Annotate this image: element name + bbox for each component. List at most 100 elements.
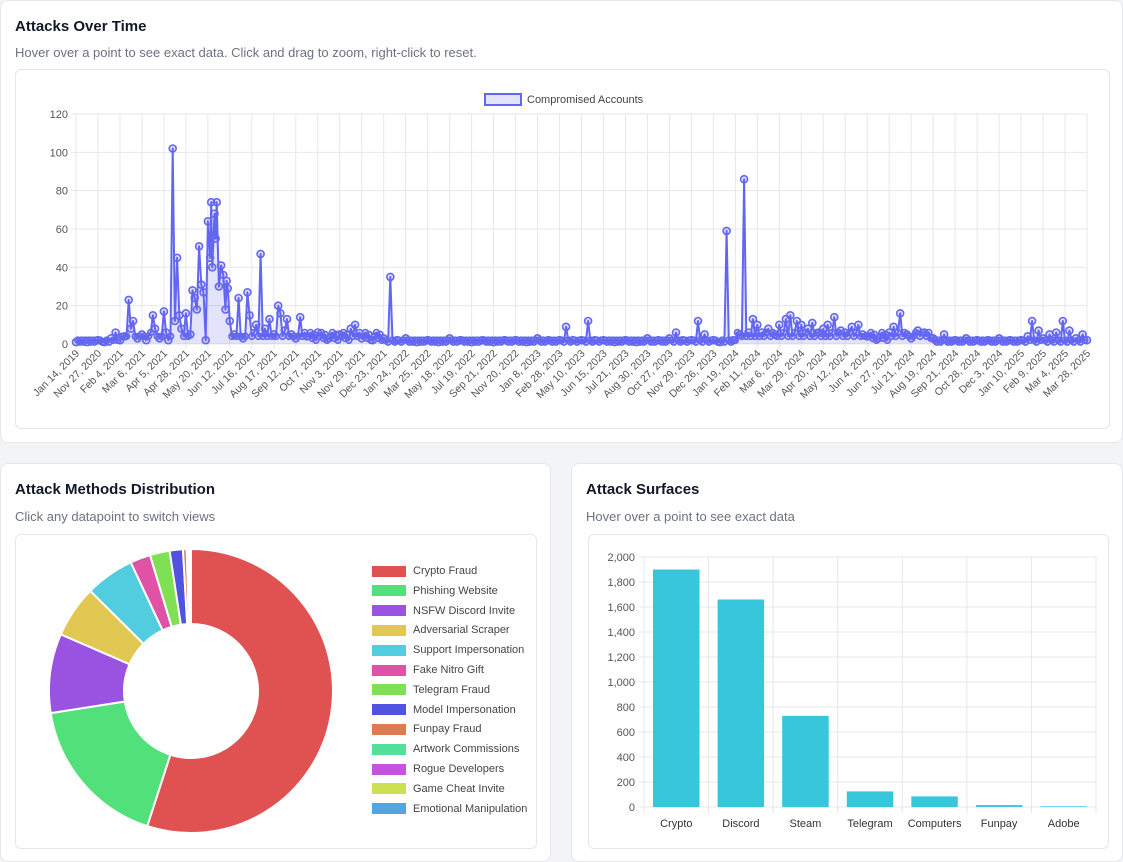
legend-item[interactable]: Artwork Commissions [372,743,519,755]
legend-label: Support Impersonation [413,644,525,657]
data-point [241,332,249,341]
data-point [197,280,206,289]
y-tick-label: 20 [56,301,68,313]
y-tick-label: 1,800 [607,577,635,589]
data-point [1082,335,1092,345]
data-point [222,276,231,286]
data-point [500,335,509,345]
data-point [972,335,982,345]
legend-swatch [372,664,406,676]
legend-swatch [484,93,522,106]
x-tick-label: Telegram [847,818,892,830]
legend-swatch [372,605,406,617]
data-point [731,336,740,345]
line-chart-container[interactable]: 0 20 40 60 80 100 120 Jan 14, 2019 Nov 27, 2020 F… [15,69,1110,429]
legend-item[interactable]: Fake Nitro Gift [372,664,484,676]
data-point [177,324,186,334]
y-tick-label: 2,000 [607,552,635,564]
x-tick-label: Discord [722,818,759,830]
attack-methods-subtitle: Click any datapoint to switch views [15,509,216,524]
y-tick-label: 1,400 [607,627,635,639]
attacks-over-time-card: Attacks Over Time Hover over a point to … [0,0,1123,443]
data-point [561,322,571,332]
data-point [895,309,905,318]
legend-label: Fake Nitro Gift [413,664,484,676]
y-tick-label: 200 [617,777,635,789]
x-tick-label: Crypto [660,818,692,830]
legend-label: Game Cheat Invite [413,782,505,795]
data-point [722,226,731,236]
bar-adobe[interactable] [1040,806,1088,808]
doughnut-chart-container[interactable]: Crypto Fraud Phishing Website NSFW Discord… [15,534,537,849]
slice-crypto-fraud[interactable] [145,547,334,834]
data-point [124,295,133,305]
data-point [172,253,182,263]
data-point [272,332,280,341]
bar-funpay[interactable] [975,805,1023,807]
data-point [225,316,235,326]
data-point [190,293,199,303]
data-point [1058,316,1068,326]
bar-chart[interactable]: 0 200 400 600 800 1,000 1,200 1,400 1,600 1,800 2,… [589,535,1110,850]
legend-item[interactable]: Game Cheat Invite [372,783,505,795]
slice-emotional-manipulation[interactable] [189,547,192,626]
data-point [280,326,290,335]
data-point [739,174,749,184]
x-tick-label: Steam [790,818,822,830]
legend-item[interactable]: Crypto Fraud [372,565,477,577]
legend-item[interactable]: Phishing Website [372,585,498,597]
data-point [148,311,158,320]
bar-discord[interactable] [717,599,765,808]
y-tick-label: 600 [617,727,635,739]
y-tick-label: 40 [56,262,68,274]
legend-swatch [372,763,406,775]
data-point [774,320,784,330]
data-point [748,314,758,324]
legend-item[interactable]: Funpay Fraud [372,723,481,735]
legend-label: Adversarial Scraper [413,624,510,637]
data-point [1051,328,1061,337]
data-point [752,320,762,330]
data-point [273,301,283,310]
doughnut-chart[interactable] [16,535,356,850]
legend-item[interactable]: Rogue Developers [372,763,504,775]
data-point [823,320,833,330]
bar-steam[interactable] [782,715,829,808]
bar-chart-container[interactable]: 0 200 400 600 800 1,000 1,200 1,400 1,600 1,800 2,… [588,534,1109,849]
data-point [188,286,197,295]
data-point [192,305,202,314]
data-point [807,318,817,328]
bar-crypto[interactable] [653,569,700,808]
data-point [194,242,204,251]
data-point [181,309,191,318]
attack-surfaces-title: Attack Surfaces [586,481,700,498]
attack-methods-card: Attack Methods Distribution Click any da… [0,463,551,862]
legend-item[interactable]: Emotional Manipulation [372,803,527,815]
data-point [260,324,270,334]
data-point [796,320,806,330]
x-tick-label: Computers [908,818,962,830]
legend-swatch [372,644,406,656]
y-tick-label: 1,000 [607,677,635,689]
legend-item[interactable]: Telegram Fraud [372,684,490,696]
data-point [205,253,215,263]
data-point [511,335,520,345]
legend-item[interactable]: NSFW Discord Invite [372,605,515,617]
slice-phishing-website[interactable] [49,700,172,828]
y-tick-label: 100 [50,147,68,159]
y-tick-label: 400 [617,752,635,764]
bar-computers[interactable] [911,796,958,807]
data-point [983,335,993,345]
data-point [282,314,292,324]
legend-item[interactable]: Model Impersonation [372,704,516,716]
y-tick-label: 0 [629,802,635,814]
legend-item[interactable]: Support Impersonation [372,644,524,656]
legend-label: Telegram Fraud [413,683,491,696]
data-point [211,234,220,243]
data-point [251,320,261,330]
data-point [223,284,232,293]
legend-item[interactable]: Adversarial Scraper [372,624,510,636]
bar-telegram[interactable] [846,791,894,807]
data-point [1005,335,1015,345]
